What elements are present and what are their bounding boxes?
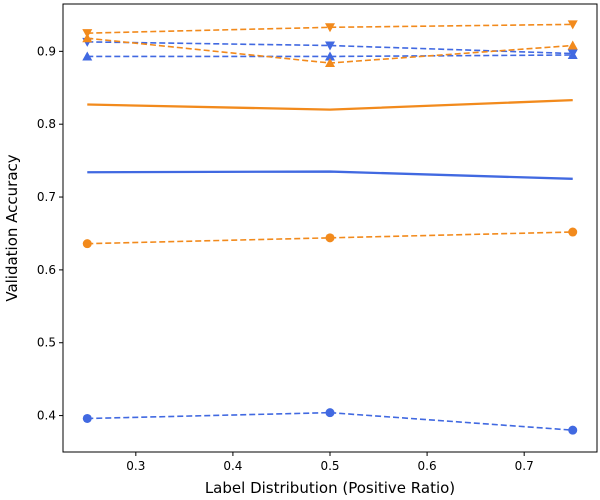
x-axis-label: Label Distribution (Positive Ratio) — [205, 479, 455, 497]
series-4 — [87, 99, 573, 111]
series-5 — [82, 227, 578, 249]
data-point — [325, 408, 335, 418]
y-tick-label: 0.7 — [37, 190, 56, 204]
data-point — [567, 20, 578, 30]
y-axis-ticks: 0.4 0.5 0.6 0.7 0.8 0.9 — [37, 44, 63, 423]
y-tick-label: 0.4 — [37, 409, 56, 423]
data-point — [82, 51, 93, 61]
x-tick-label: 0.3 — [126, 459, 145, 473]
data-point — [325, 51, 335, 61]
data-point — [325, 58, 335, 68]
data-point — [82, 29, 93, 39]
x-tick-label: 0.4 — [223, 459, 242, 473]
series-line — [87, 170, 573, 180]
data-point — [325, 23, 335, 33]
plot-layer — [82, 20, 578, 435]
y-tick-label: 0.8 — [37, 117, 56, 131]
series-0 — [87, 170, 573, 180]
series-7 — [82, 20, 578, 39]
plot-frame — [62, 3, 598, 453]
x-tick-label: 0.7 — [515, 459, 534, 473]
data-point — [568, 227, 578, 237]
data-point — [568, 425, 578, 435]
y-tick-label: 0.6 — [37, 263, 56, 277]
y-tick-label: 0.5 — [37, 336, 56, 350]
y-tick-label: 0.9 — [37, 44, 56, 58]
x-tick-label: 0.5 — [320, 459, 339, 473]
data-point — [567, 40, 578, 50]
series-line — [87, 99, 573, 111]
data-point — [325, 41, 335, 51]
series-line — [87, 411, 573, 431]
series-6 — [82, 33, 578, 68]
data-point — [82, 413, 92, 423]
data-point — [567, 49, 578, 59]
series-1 — [82, 408, 578, 435]
x-axis-ticks: 0.3 0.4 0.5 0.6 0.7 — [126, 452, 534, 473]
y-axis-label: Validation Accuracy — [3, 154, 21, 301]
x-tick-label: 0.6 — [418, 459, 437, 473]
data-point — [325, 233, 335, 243]
data-point — [82, 239, 92, 249]
